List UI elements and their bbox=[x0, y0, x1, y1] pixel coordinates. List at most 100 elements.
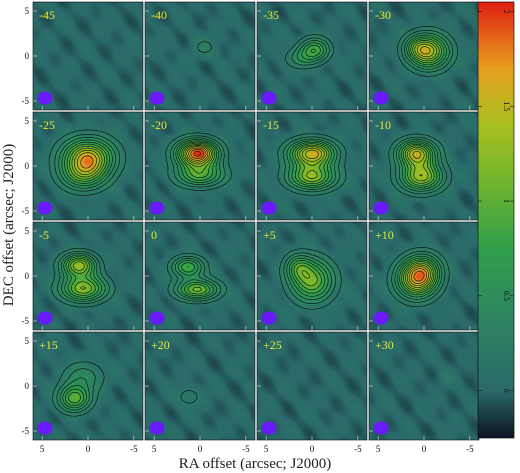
intensity-contours bbox=[388, 133, 453, 198]
beam-ellipse bbox=[373, 311, 389, 325]
y-tick-label: 5 bbox=[25, 226, 30, 236]
panel-grid: -45 -40 -35 -30 -25 -20 -15 -10 -5 0 +5 +10 +15 +20 +2… bbox=[32, 1, 480, 441]
velocity-label: -20 bbox=[151, 118, 167, 132]
y-tick-label: 5 bbox=[25, 336, 30, 346]
colorbar-tick-label: 0 bbox=[502, 389, 511, 393]
channel-intensity-map bbox=[257, 222, 367, 330]
beam-ellipse bbox=[373, 421, 389, 435]
beam-ellipse bbox=[37, 421, 53, 435]
velocity-label: +20 bbox=[151, 338, 170, 352]
panel-tick-marks bbox=[369, 10, 471, 110]
channel-panel: -10 bbox=[368, 111, 480, 221]
beam-ellipse bbox=[37, 91, 53, 105]
intensity-contours bbox=[277, 133, 347, 196]
x-tick-label: -5 bbox=[130, 444, 138, 454]
panel-tick-marks bbox=[145, 340, 247, 440]
intensity-contours bbox=[279, 248, 342, 310]
velocity-label: +15 bbox=[39, 338, 58, 352]
panel-tick-marks bbox=[33, 340, 135, 440]
velocity-label: -25 bbox=[39, 118, 55, 132]
x-tick-label: 5 bbox=[264, 444, 269, 454]
intensity-contours bbox=[397, 26, 459, 77]
panel-tick-marks bbox=[145, 230, 247, 330]
x-tick-label: 0 bbox=[422, 444, 427, 454]
panel-tick-marks bbox=[257, 340, 359, 440]
intensity-contours bbox=[51, 247, 116, 308]
channel-intensity-map bbox=[257, 2, 367, 110]
channel-panel: -30 bbox=[368, 1, 480, 111]
intensity-contours bbox=[386, 246, 450, 308]
channel-panel: +30 bbox=[368, 331, 480, 441]
intensity-contours bbox=[180, 390, 198, 404]
panel-tick-marks bbox=[257, 230, 359, 330]
channel-panel: 0 bbox=[144, 221, 256, 331]
velocity-label: -15 bbox=[263, 118, 279, 132]
channel-intensity-map bbox=[257, 112, 367, 220]
panel-tick-marks bbox=[257, 10, 359, 110]
channel-panel: -20 bbox=[144, 111, 256, 221]
x-tick-label: -5 bbox=[242, 444, 250, 454]
x-tick-label: -5 bbox=[466, 444, 474, 454]
channel-intensity-map bbox=[145, 2, 255, 110]
y-axis-title: DEC offset (arcsec; J2000) bbox=[1, 144, 17, 307]
beam-ellipse bbox=[373, 91, 389, 105]
channel-panel: +5 bbox=[256, 221, 368, 331]
channel-intensity-map bbox=[257, 332, 367, 440]
channel-panel: -40 bbox=[144, 1, 256, 111]
channel-panel: +20 bbox=[144, 331, 256, 441]
channel-intensity-map bbox=[369, 112, 479, 220]
y-tick-label: 5 bbox=[25, 116, 30, 126]
velocity-label: +30 bbox=[375, 338, 394, 352]
panel-tick-marks bbox=[369, 120, 471, 220]
velocity-label: +25 bbox=[263, 338, 282, 352]
panel-tick-marks bbox=[33, 10, 135, 110]
x-ticks: 5 0 -5 5 0 -5 5 0 -5 5 0 -5 bbox=[40, 444, 474, 454]
channel-intensity-map bbox=[33, 222, 143, 330]
channel-intensity-map bbox=[369, 2, 479, 110]
x-tick-label: -5 bbox=[354, 444, 362, 454]
panel-tick-marks bbox=[145, 10, 247, 110]
y-tick-label: 0 bbox=[25, 271, 30, 281]
beam-ellipse bbox=[149, 311, 165, 325]
colorbar-tick-label: 0.5 bbox=[502, 291, 511, 301]
channel-intensity-map bbox=[145, 222, 255, 330]
panel-tick-marks bbox=[33, 230, 135, 330]
channel-panel: +15 bbox=[32, 331, 144, 441]
y-tick-label: 5 bbox=[25, 6, 30, 16]
velocity-label: -10 bbox=[375, 118, 391, 132]
beam-ellipse bbox=[149, 421, 165, 435]
channel-panel: -45 bbox=[32, 1, 144, 111]
channel-panel: -35 bbox=[256, 1, 368, 111]
beam-ellipse bbox=[149, 201, 165, 215]
panel-tick-marks bbox=[369, 230, 471, 330]
y-tick-label: 0 bbox=[25, 161, 30, 171]
velocity-label: -35 bbox=[263, 8, 279, 22]
velocity-label: +5 bbox=[263, 228, 276, 242]
y-tick-label: 0 bbox=[25, 381, 30, 391]
y-tick-label: 0 bbox=[25, 51, 30, 61]
channel-panel: +10 bbox=[368, 221, 480, 331]
beam-ellipse bbox=[37, 201, 53, 215]
velocity-label: 0 bbox=[151, 228, 157, 242]
x-tick-label: 5 bbox=[40, 444, 45, 454]
channel-intensity-map bbox=[33, 2, 143, 110]
intensity-contours bbox=[197, 41, 212, 53]
velocity-label: +10 bbox=[375, 228, 394, 242]
beam-ellipse bbox=[261, 311, 277, 325]
y-ticks: 5 0 -5 5 0 -5 5 0 -5 5 0 -5 bbox=[22, 6, 30, 436]
beam-ellipse bbox=[37, 311, 53, 325]
channel-intensity-map bbox=[369, 332, 479, 440]
panel-tick-marks bbox=[33, 120, 135, 220]
velocity-label: -45 bbox=[39, 8, 55, 22]
panel-tick-marks bbox=[145, 120, 247, 220]
channel-intensity-map bbox=[33, 332, 143, 440]
panel-tick-marks bbox=[369, 340, 471, 440]
x-axis-title: RA offset (arcsec; J2000) bbox=[179, 456, 332, 472]
velocity-label: -5 bbox=[39, 228, 49, 242]
x-tick-label: 0 bbox=[310, 444, 315, 454]
y-tick-label: -5 bbox=[22, 96, 30, 106]
intensity-contours bbox=[165, 132, 232, 191]
colorbar-frame bbox=[477, 1, 515, 439]
channel-intensity-map bbox=[145, 112, 255, 220]
